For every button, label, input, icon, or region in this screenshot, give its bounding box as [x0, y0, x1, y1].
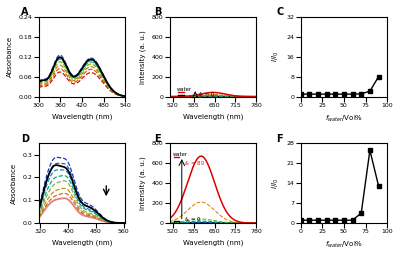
Text: A: A: [21, 7, 29, 17]
X-axis label: Wavelength (nm): Wavelength (nm): [183, 113, 243, 120]
Text: water: water: [177, 87, 192, 92]
Text: F: F: [276, 134, 283, 144]
Text: $f_w$ = 0: $f_w$ = 0: [184, 215, 202, 224]
Text: water: water: [173, 152, 188, 157]
Y-axis label: Absorbance: Absorbance: [11, 162, 17, 204]
Y-axis label: Intensity (a. u.): Intensity (a. u.): [140, 30, 146, 84]
Y-axis label: $I/I_0$: $I/I_0$: [270, 51, 281, 62]
Text: $f_w$ = 90: $f_w$ = 90: [198, 92, 219, 101]
X-axis label: $f_{water}$/Vol%: $f_{water}$/Vol%: [325, 113, 363, 124]
Text: B: B: [154, 7, 161, 17]
Text: D: D: [21, 134, 29, 144]
X-axis label: Wavelength (nm): Wavelength (nm): [52, 240, 112, 246]
X-axis label: Wavelength (nm): Wavelength (nm): [183, 240, 243, 246]
Y-axis label: Absorbance: Absorbance: [7, 36, 13, 77]
Y-axis label: Intensity (a. u.): Intensity (a. u.): [140, 156, 146, 210]
Text: C: C: [276, 7, 284, 17]
Text: E: E: [154, 134, 161, 144]
X-axis label: $f_{water}$/Vol%: $f_{water}$/Vol%: [325, 240, 363, 250]
Text: $f_w$ = 0: $f_w$ = 0: [198, 90, 216, 98]
Text: $f_w$ = 80: $f_w$ = 80: [184, 159, 205, 168]
Y-axis label: $I/I_0$: $I/I_0$: [271, 177, 281, 189]
X-axis label: Wavelength (nm): Wavelength (nm): [52, 113, 112, 120]
